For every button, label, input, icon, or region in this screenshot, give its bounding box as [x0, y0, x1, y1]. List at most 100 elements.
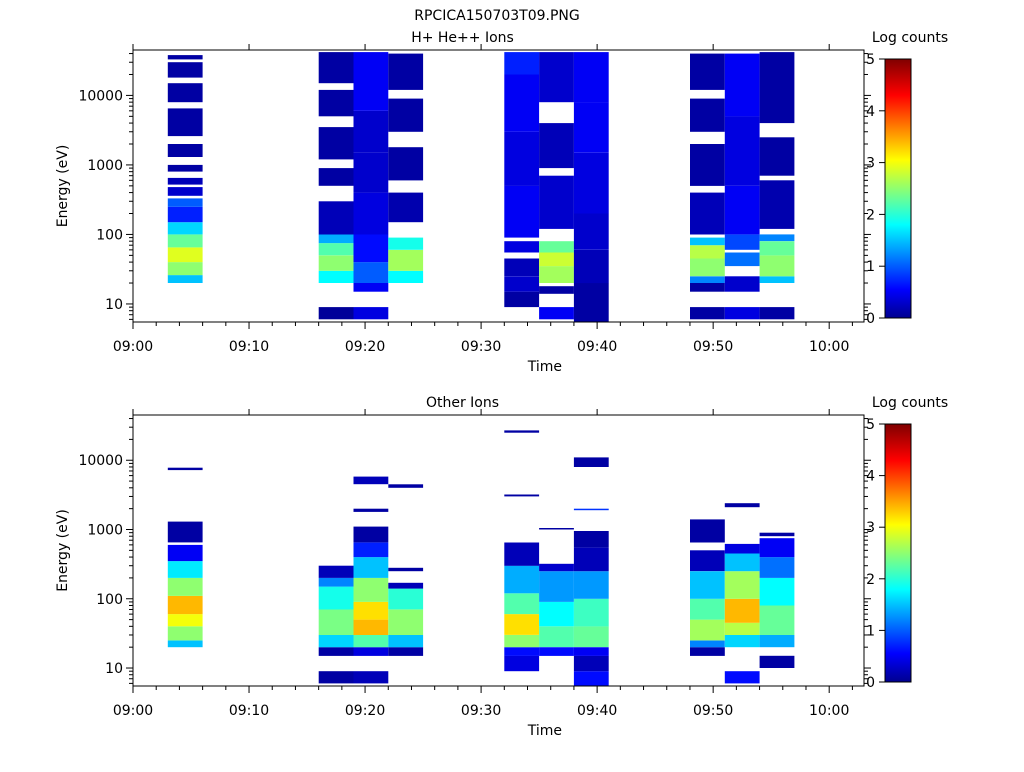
colorbar-tick-label: 1 [866, 259, 875, 275]
heatmap-cell-3-0 [388, 270, 424, 283]
heatmap-cell-9-2 [759, 605, 795, 635]
heatmap-cell-0-8 [167, 467, 203, 471]
x-tick-label: 09:40 [577, 339, 617, 355]
heatmap-cell-2-0 [353, 307, 389, 320]
heatmap-cell-3-4 [388, 147, 424, 181]
heatmap-cell-7-0 [690, 647, 725, 656]
heatmap-cell-7-3 [690, 598, 725, 620]
heatmap-cell-1-6 [318, 168, 354, 186]
heatmap-cell-0-6 [167, 198, 203, 207]
heatmap-cell-7-6 [690, 192, 725, 235]
y-tick-label: 100 [96, 592, 123, 608]
heatmap-cell-8-1 [724, 276, 760, 292]
y-tick-label: 1000 [87, 522, 123, 538]
colorbar-tick-label: 3 [866, 520, 875, 536]
heatmap-cell-4-5 [504, 131, 540, 186]
heatmap-cell-0-11 [167, 108, 203, 137]
heatmap-cell-9-0 [759, 307, 795, 320]
heatmap-cell-4-0 [504, 655, 540, 672]
heatmap-cell-9-2 [759, 255, 795, 277]
heatmap-cell-0-1 [167, 262, 203, 276]
heatmap-cell-2-2 [353, 262, 389, 283]
heatmap-cell-4-7 [504, 494, 540, 497]
heatmap-cell-4-8 [504, 430, 540, 433]
heatmap-cell-1-5 [318, 201, 354, 235]
heatmap-cell-9-5 [759, 180, 795, 229]
heatmap-cell-3-2 [388, 237, 424, 250]
heatmap-cell-1-4 [318, 586, 354, 610]
heatmap-cell-0-8 [167, 177, 203, 185]
heatmap-cell-0-2 [167, 614, 203, 627]
heatmap-cell-4-5 [504, 565, 540, 594]
heatmap-cell-1-3 [318, 243, 354, 256]
heatmap-cell-3-3 [388, 192, 424, 223]
heatmap-cell-7-1 [690, 640, 725, 648]
heatmap-cell-3-6 [388, 53, 424, 90]
heatmap-cell-8-3 [724, 598, 760, 623]
x-tick-label: 10:00 [809, 703, 849, 719]
heatmap-cell-9-1 [759, 635, 795, 648]
heatmap-cell-8-1 [724, 635, 760, 648]
x-tick-label: 09:20 [345, 703, 385, 719]
x-tick-label: 09:50 [693, 339, 733, 355]
heatmap-cell-1-8 [318, 89, 354, 117]
y-tick-label: 10 [105, 661, 123, 677]
colorbar-tick-label: 2 [866, 572, 875, 588]
heatmap-cell-2-0 [353, 671, 389, 684]
heatmap-cell-7-0 [690, 307, 725, 320]
heatmap-cell-1-0 [318, 671, 354, 684]
y-axis-label: Energy (eV) [55, 145, 71, 228]
heatmap-cell-5-6 [539, 123, 574, 169]
heatmap-cell-8-4 [724, 571, 760, 599]
x-tick-label: 09:30 [461, 703, 501, 719]
heatmap-cell-8-0 [724, 307, 760, 320]
heatmap-cell-3-5 [388, 98, 424, 132]
heatmap-cell-2-6 [353, 110, 389, 153]
heatmap-cell-0-3 [167, 234, 203, 248]
heatmap-cell-3-5 [388, 567, 424, 572]
heatmap-cell-9-4 [759, 557, 795, 578]
heatmap-cell-1-6 [318, 565, 354, 578]
heatmap-cell-3-6 [388, 484, 424, 488]
colorbar-tick-label: 2 [866, 207, 875, 223]
heatmap-cell-7-2 [690, 619, 725, 641]
colorbar [884, 423, 912, 683]
heatmap-cell-8-7 [724, 503, 760, 508]
heatmap-cell-9-6 [759, 137, 795, 176]
colorbar-tick-label: 5 [866, 52, 875, 68]
heatmap-cell-6-3 [573, 626, 609, 648]
x-tick-label: 09:00 [113, 703, 153, 719]
heatmap-cell-4-4 [504, 185, 540, 238]
heatmap-cell-6-7 [573, 531, 609, 548]
heatmap-cell-2-4 [353, 601, 389, 620]
heatmap-cell-2-5 [353, 152, 389, 193]
x-tick-label: 10:00 [809, 339, 849, 355]
heatmap-cell-1-1 [318, 270, 354, 283]
x-tick-label: 09:40 [577, 703, 617, 719]
panel-bottom: Other Ions 09:00 09:10 09:20 09:30 09:40 09:50… [55, 395, 948, 739]
heatmap-cell-6-1 [573, 249, 609, 284]
heatmap-cell-7-4 [690, 245, 725, 259]
heatmap-cell-8-6 [724, 53, 760, 117]
heatmap-cell-7-7 [690, 144, 725, 186]
heatmap-cell-6-9 [573, 457, 609, 467]
heatmap-cell-6-3 [573, 152, 609, 214]
heatmap-cell-4-0 [504, 291, 540, 308]
heatmap-cell-1-2 [318, 255, 354, 271]
heatmap-cell-3-0 [388, 647, 424, 656]
x-axis-label: Time [527, 723, 562, 739]
heatmap-cell-9-5 [759, 538, 795, 558]
heatmap-cell-7-5 [690, 237, 725, 246]
heatmap-cell-3-1 [388, 635, 424, 648]
colorbar-label: Log counts [872, 30, 948, 46]
heatmap-cell-6-0 [573, 283, 609, 322]
heatmap-cell-8-4 [724, 185, 760, 235]
colorbar-tick-label: 0 [866, 675, 875, 691]
heatmap-cell-0-5 [167, 206, 203, 223]
heatmap-cell-4-4 [504, 593, 540, 615]
x-tick-label: 09:10 [229, 339, 269, 355]
heatmap-cell-0-7 [167, 521, 203, 543]
heatmap-cell-3-3 [388, 588, 424, 610]
panel-top: H+ He++ Ions 09:00 09:10 09:20 09:30 09:40 09:… [55, 30, 948, 375]
